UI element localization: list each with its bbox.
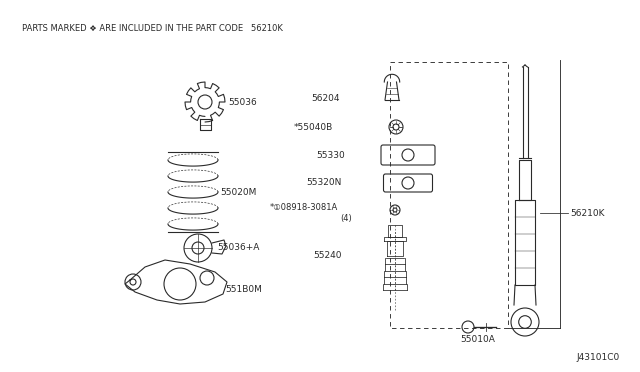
Text: J43101C0: J43101C0	[577, 353, 620, 362]
Text: 55036: 55036	[228, 97, 257, 106]
Text: 55010A: 55010A	[461, 336, 495, 344]
Text: PARTS MARKED ❖ ARE INCLUDED IN THE PART CODE   56210K: PARTS MARKED ❖ ARE INCLUDED IN THE PART …	[22, 23, 283, 32]
Text: 55036+A: 55036+A	[217, 244, 259, 253]
Text: 551B0M: 551B0M	[225, 285, 262, 295]
Text: *①08918-3081A: *①08918-3081A	[269, 202, 338, 212]
Text: 56210K: 56210K	[570, 208, 605, 218]
Text: 56204: 56204	[312, 93, 340, 103]
Text: (4): (4)	[340, 214, 352, 222]
Text: 55020M: 55020M	[220, 187, 257, 196]
Text: *55040B: *55040B	[294, 122, 333, 131]
Text: 55320N: 55320N	[307, 177, 342, 186]
Text: 55240: 55240	[314, 250, 342, 260]
Text: 55330: 55330	[316, 151, 345, 160]
